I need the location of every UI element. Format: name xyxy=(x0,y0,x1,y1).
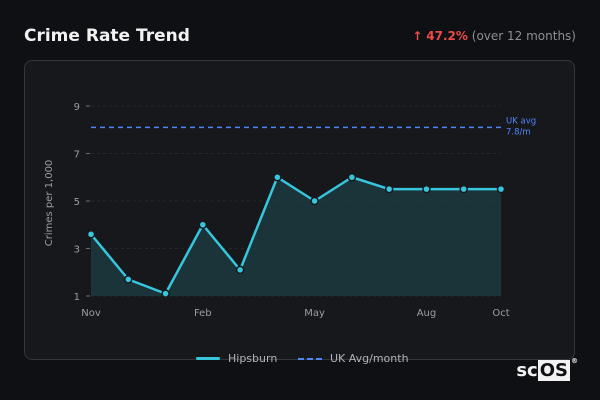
x-tick-label: Feb xyxy=(194,308,212,319)
reference-label-line2: 7.8/m xyxy=(506,127,531,137)
legend-item-uk-avg[interactable]: UK Avg/month xyxy=(298,352,409,365)
data-point xyxy=(161,289,170,298)
logo-highlight: OS xyxy=(537,360,570,381)
y-axis-label: Crimes per 1,000 xyxy=(44,160,55,247)
x-tick-label: Aug xyxy=(417,308,437,319)
legend-label-uk-avg: UK Avg/month xyxy=(330,352,409,365)
data-point xyxy=(310,196,319,206)
logo-prefix: sc xyxy=(516,360,538,381)
data-point xyxy=(198,220,208,229)
logo-mark: ® xyxy=(571,357,578,365)
y-tick-label: 9 xyxy=(74,102,80,113)
data-point xyxy=(496,184,506,194)
x-tick-label: Oct xyxy=(492,308,509,319)
y-tick-label: 1 xyxy=(74,292,80,303)
legend-label-hipsburn: Hipsburn xyxy=(228,352,278,365)
series-line xyxy=(90,176,501,295)
chart-title: Crime Rate Trend xyxy=(24,26,190,46)
reference-label-line1: UK avg xyxy=(506,116,536,126)
series-area xyxy=(91,177,501,296)
legend-item-hipsburn[interactable]: Hipsburn xyxy=(196,352,277,365)
x-tick-label: Nov xyxy=(81,308,101,319)
chart-legend: Hipsburn UK Avg/month xyxy=(0,352,600,372)
data-point xyxy=(273,173,282,182)
data-point xyxy=(86,230,96,239)
data-point xyxy=(459,184,468,194)
data-point xyxy=(124,275,133,284)
data-point xyxy=(347,173,357,182)
x-tick-label: May xyxy=(304,308,325,319)
data-point xyxy=(235,265,245,275)
change-period: (over 12 months) xyxy=(471,29,576,43)
change-arrow: ↑ xyxy=(412,29,423,43)
data-point xyxy=(422,184,431,194)
legend-swatch-solid xyxy=(196,357,220,360)
y-tick-label: 7 xyxy=(74,150,80,161)
y-tick-label: 5 xyxy=(74,197,80,208)
legend-swatch-dashed xyxy=(298,357,322,360)
brand-logo: sc OS ® xyxy=(516,357,578,381)
data-point xyxy=(384,184,394,194)
change-indicator: ↑ 47.2% (over 12 months) xyxy=(412,29,576,43)
change-percent: 47.2% xyxy=(426,29,468,43)
y-tick-label: 3 xyxy=(74,245,80,256)
